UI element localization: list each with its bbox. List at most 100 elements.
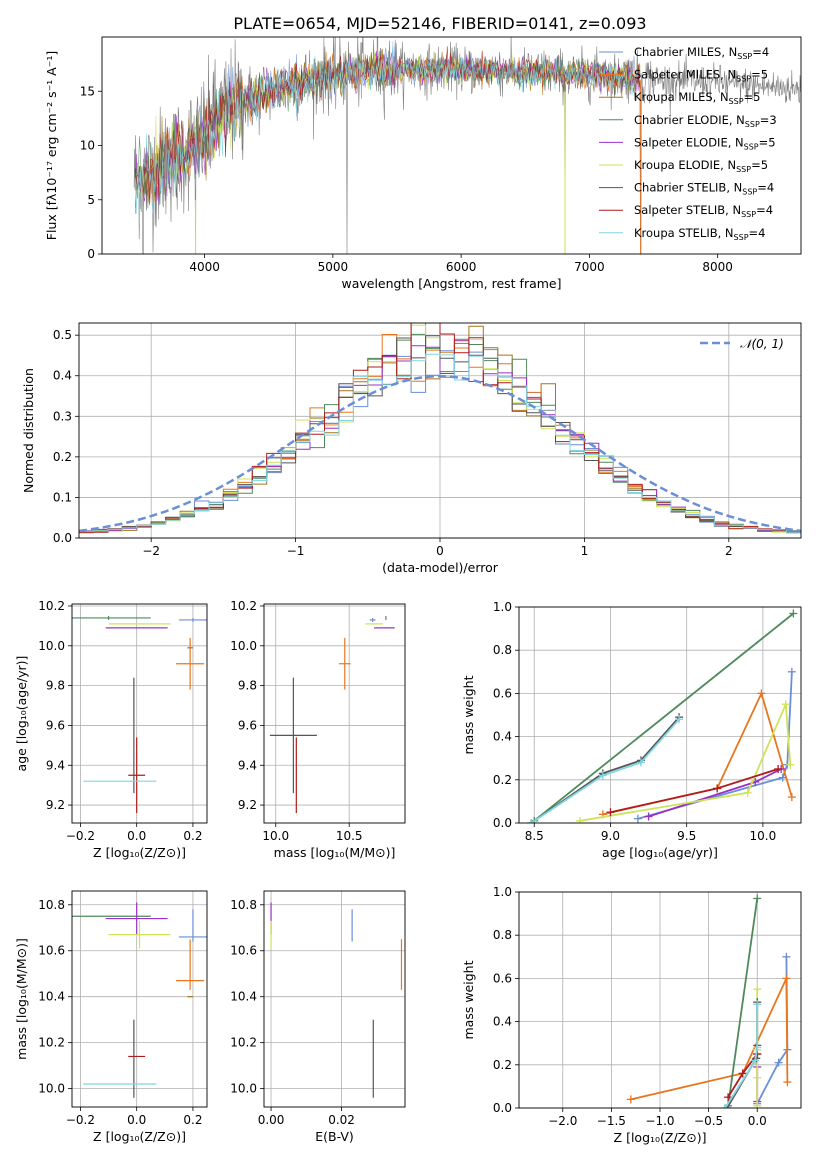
legend-entry: Kroupa MILES, NSSP=5 [634, 90, 760, 106]
plot-area [527, 609, 798, 823]
x-axis-label: mass [log₁₀(M/M⊙)] [274, 845, 396, 860]
legend-entry: 𝒩(0, 1) [740, 337, 784, 351]
y-tick-label: 0.2 [493, 773, 512, 787]
spectrum-legend: Chabrier MILES, NSSP=4 Salpeter MILES, NS… [599, 45, 777, 242]
legend-entry: Kroupa STELIB, NSSP=4 [634, 226, 765, 242]
histogram-chabrier-stelib [79, 335, 801, 533]
y-tick-label: 15 [80, 84, 95, 98]
weight-line [727, 898, 759, 1106]
y-tick-label: 0.4 [53, 369, 72, 383]
y-tick-label: 0.6 [493, 971, 512, 985]
weight-line [530, 718, 680, 823]
y-tick-label: 10 [80, 139, 95, 153]
y-axis-label: Normed distribution [21, 368, 36, 493]
y-tick-label: 9.8 [46, 679, 65, 693]
y-axis-label: age [log₁₀(age/yr)] [14, 656, 29, 772]
legend-entry: Chabrier MILES, NSSP=4 [634, 45, 769, 61]
x-axis-label: Z [log₁₀(Z/Z⊙)] [93, 845, 186, 860]
spectrum-model-salpeter-stelib [135, 46, 641, 204]
figure-title: PLATE=0654, MJD=52146, FIBERID=0141, z=0… [233, 14, 646, 33]
weights-salpeter-miles [626, 974, 792, 1104]
y-tick-label: 10.2 [38, 599, 65, 613]
weights-chabrier-miles [753, 952, 792, 1108]
chart-age-vs-mass: 10.0 10.5 9.2 9.4 9.6 9.8 10.0 10.2 mass [log₁₀(… [230, 599, 406, 860]
x-axis-label: E(B-V) [315, 1129, 354, 1144]
x-tick-label: −1 [287, 544, 305, 558]
plot-area [626, 894, 792, 1108]
y-tick-label: 10.4 [38, 990, 65, 1004]
chart-weight-vs-Z: −2.0 −1.5 −1.0 −0.5 0.0 0.0 0.2 0.4 0.6 0.8 1.0 Z [… [461, 885, 802, 1145]
weights-salpeter-stelib [606, 765, 783, 817]
y-tick-label: 10.4 [230, 990, 257, 1004]
y-tick-label: 1.0 [493, 885, 512, 899]
x-axis-label: wavelength [Angstrom, rest frame] [341, 276, 561, 291]
x-axis-label: Z [log₁₀(Z/Z⊙)] [614, 1130, 707, 1145]
histogram-kroupa-stelib [79, 353, 801, 534]
x-tick-label: 1 [581, 544, 589, 558]
y-tick-label: 10.0 [38, 1082, 65, 1096]
weight-line [630, 978, 789, 1101]
x-tick-label: 5000 [318, 260, 349, 274]
plot-area [269, 615, 395, 814]
legend-entry: Salpeter STELIB, NSSP=4 [634, 203, 773, 219]
legend-entry: Salpeter MILES, NSSP=5 [634, 68, 768, 84]
x-tick-label: −0.2 [66, 1113, 95, 1127]
chart-mass-vs-Z: −0.2 0.0 0.2 10.0 10.2 10.4 10.6 10.8 Z [log₁₀(Z… [14, 890, 208, 1144]
legend-entry: Salpeter ELODIE, NSSP=5 [634, 135, 776, 151]
y-tick-label: 0 [87, 247, 95, 261]
x-tick-label: 2 [725, 544, 733, 558]
errorbar-salpeter-stelib [128, 737, 146, 814]
y-tick-label: 0.4 [493, 730, 512, 744]
x-tick-label: 9.5 [677, 829, 696, 843]
x-tick-label: 0 [436, 544, 444, 558]
x-tick-label: 10.0 [262, 829, 289, 843]
x-tick-label: 0.00 [258, 1113, 285, 1127]
y-tick-label: 10.8 [230, 898, 257, 912]
y-tick-label: 0.8 [493, 643, 512, 657]
errorbar-chabrier-elodie [72, 615, 151, 620]
plot-area [72, 902, 207, 1098]
y-tick-label: 0.6 [493, 686, 512, 700]
y-tick-label: 9.8 [238, 679, 257, 693]
x-tick-label: −0.5 [694, 1114, 723, 1128]
plot-area [270, 902, 403, 1098]
weight-line [579, 703, 792, 822]
y-tick-label: 0.3 [53, 409, 72, 423]
weights-kroupa-stelib [527, 715, 684, 823]
x-tick-label: 9.0 [601, 829, 620, 843]
y-tick-label: 0.4 [493, 1015, 512, 1029]
x-tick-label: 8000 [702, 260, 733, 274]
axes-frame [71, 890, 208, 1108]
y-tick-label: 5 [87, 193, 95, 207]
x-tick-label: −0.2 [66, 829, 95, 843]
weight-line [724, 1004, 759, 1108]
x-tick-label: 0.0 [127, 829, 146, 843]
chart-weight-vs-age: 8.5 9.0 9.5 10.0 0.0 0.2 0.4 0.6 0.8 1.0 age [log₁… [461, 600, 802, 860]
y-axis-label: Flux [fλ10⁻¹⁷ erg cm⁻² s⁻¹ A⁻¹] [44, 51, 59, 240]
x-tick-label: 0.02 [328, 1113, 355, 1127]
chart-residuals: −2 −1 0 1 2 0.0 0.1 0.2 0.3 0.4 0.5 (data-model)/er… [21, 322, 802, 575]
y-tick-label: 0.5 [53, 328, 72, 342]
y-tick-label: 9.4 [46, 758, 65, 772]
plot-area [72, 615, 207, 814]
x-tick-label: 10.5 [336, 829, 363, 843]
weight-line [610, 768, 779, 814]
y-tick-label: 9.2 [46, 798, 65, 812]
x-tick-label: 7000 [574, 260, 605, 274]
errorbar-chabrier-miles [178, 909, 207, 942]
y-tick-label: 10.2 [230, 1036, 257, 1050]
x-tick-label: 0.0 [127, 1113, 146, 1127]
errorbar-chabrier-miles [178, 617, 207, 622]
y-tick-label: 9.6 [46, 718, 65, 732]
y-tick-label: 10.6 [38, 944, 65, 958]
errorbar-salpeter-elodie [105, 902, 168, 935]
y-tick-label: 10.6 [230, 944, 257, 958]
y-tick-label: 0.8 [493, 928, 512, 942]
y-tick-label: 1.0 [493, 600, 512, 614]
y-tick-label: 0.0 [493, 816, 512, 830]
axes-frame [263, 603, 406, 824]
plot-area [79, 323, 801, 534]
errorbar-salpeter-miles [338, 637, 351, 690]
y-axis-label: mass [log₁₀(M/M⊙)] [14, 938, 29, 1060]
y-tick-label: 10.8 [38, 898, 65, 912]
